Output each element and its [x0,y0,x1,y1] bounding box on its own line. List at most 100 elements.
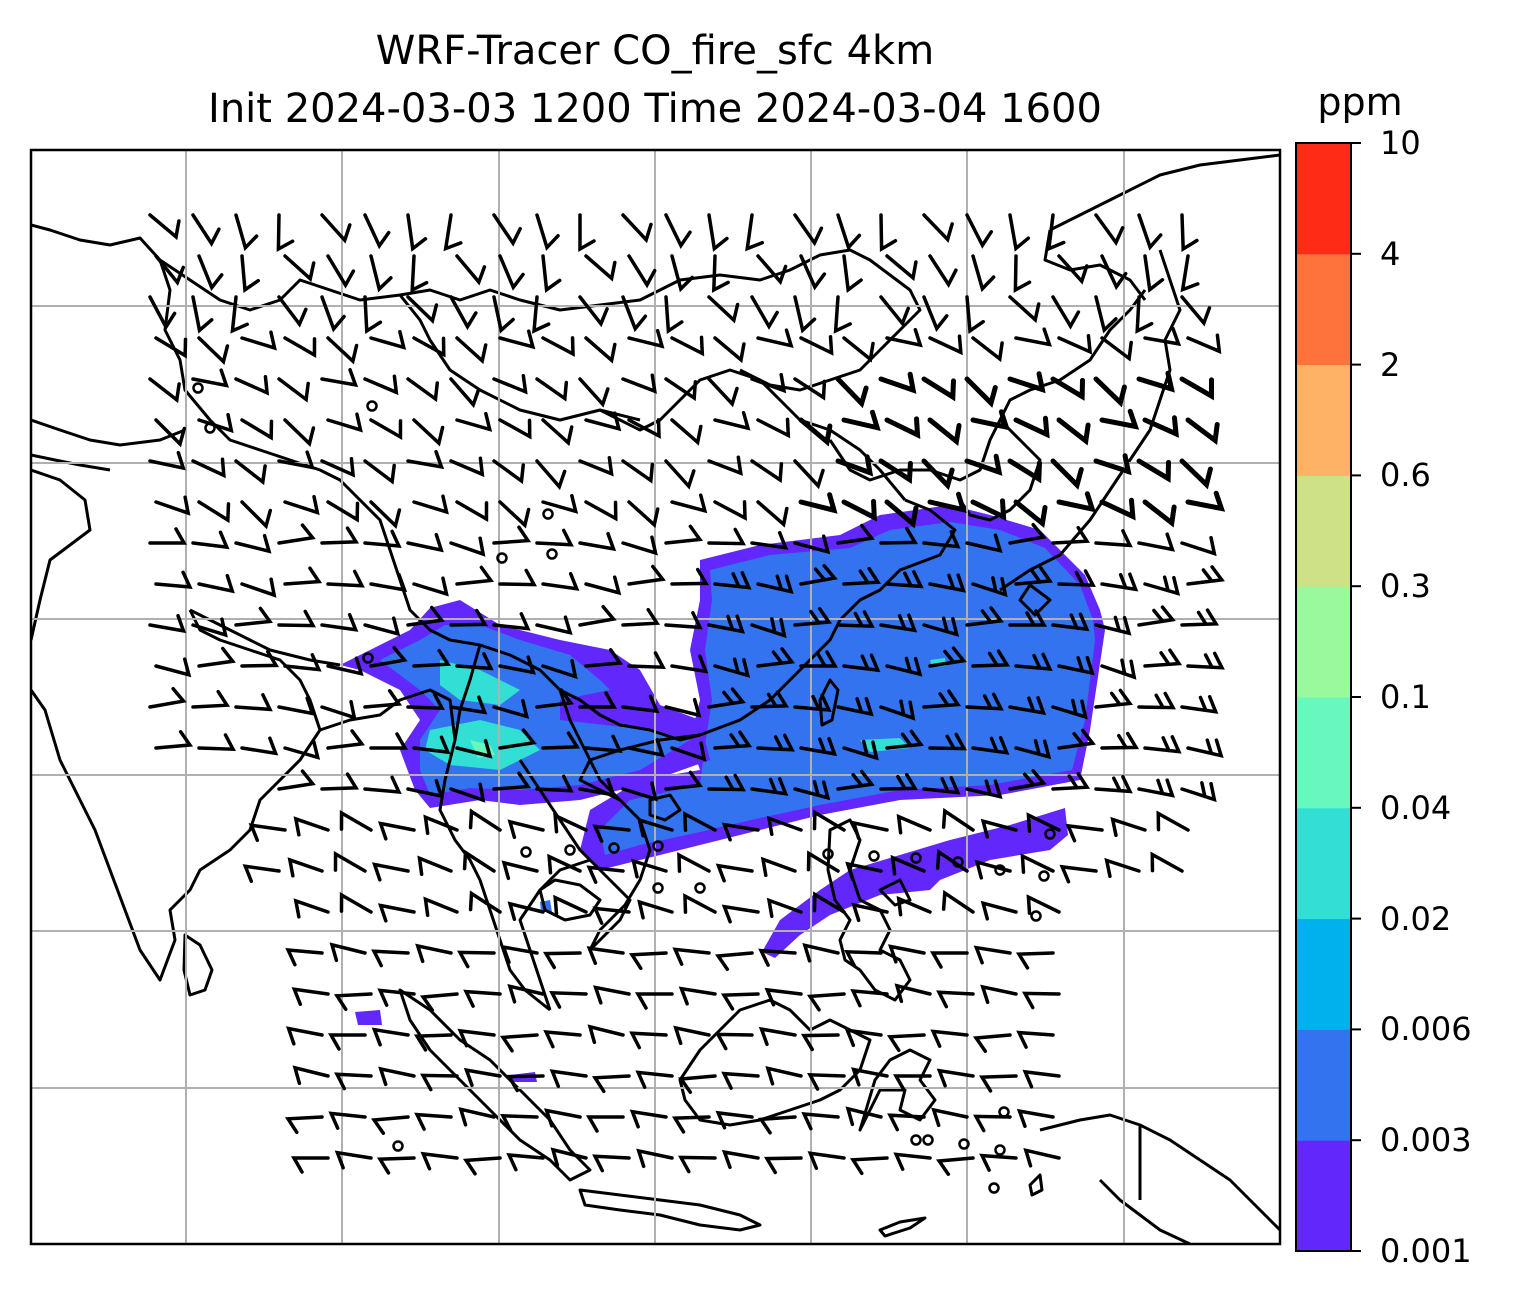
wind-barb [277,609,316,628]
wind-barb [406,449,445,470]
wind-barb [887,1113,926,1132]
calm-marker [922,1134,934,1146]
wind-barb [941,889,975,914]
wind-barb [928,646,967,668]
wind-barb [191,689,231,709]
wind-barb [1022,1069,1061,1089]
wind-barb [420,1151,459,1171]
wind-barb [935,1156,975,1176]
wind-barb [1094,213,1125,246]
wind-barb [197,412,234,434]
wind-barb [793,459,825,490]
wind-barb [328,1111,367,1130]
wind-barb [851,902,889,923]
wind-barb [320,213,352,244]
wind-barb [971,336,1004,363]
wind-barb [230,295,249,334]
wind-barb [1099,497,1136,521]
wind-barb [707,455,743,476]
wind-barb [980,818,1018,839]
wind-barb [535,615,573,636]
wind-barb [921,376,956,402]
wind-barb [1180,781,1217,803]
colorbar-segment [1296,586,1351,698]
wind-barb [292,1065,330,1086]
wind-barb [629,1031,668,1050]
coast-timor [878,1216,927,1238]
wind-barb [412,735,451,755]
wind-barb [721,1149,760,1170]
wind-barb [449,295,478,331]
wind-barb [965,606,1004,627]
wind-barb [922,213,954,243]
wind-barb [886,1033,926,1053]
wind-barb [492,459,526,485]
wind-barb [707,295,740,324]
wind-barb [276,213,295,252]
wind-barb [1143,575,1181,596]
wind-barb [234,533,272,554]
colorbar-segment [1296,475,1351,587]
wind-barb [929,951,969,969]
wind-barb [713,730,753,750]
wind-barb [369,732,409,750]
wind-barb [892,1074,932,1092]
calm-marker [910,1134,922,1146]
wind-barb [928,573,967,593]
calm-marker [192,382,204,394]
wind-barb [1057,254,1089,285]
wind-barb [498,568,537,587]
wind-barb [549,1069,588,1088]
colorbar-tick-label: 0.02 [1380,899,1452,938]
wind-barb [927,491,967,514]
calm-marker [1044,828,1056,840]
wind-barb [283,653,322,672]
plume-south-band [762,808,1068,958]
wind-barb [1186,738,1224,759]
wind-barb [369,572,408,593]
wind-barb [248,823,287,842]
wind-barb [1150,851,1184,873]
wind-barb [578,456,614,477]
wind-barb [320,772,360,791]
wind-barb [1008,213,1031,252]
wind-barb [621,459,655,484]
wind-barb [463,989,502,1008]
wind-barb [277,450,316,470]
wind-barb [798,492,838,514]
wind-barb [670,741,707,762]
colorbar-tick-label: 0.006 [1380,1010,1472,1049]
wind-barb [498,500,531,529]
wind-barb [506,1153,545,1172]
wind-barb [1008,695,1047,716]
wind-barb [670,654,709,674]
wind-barb [500,944,539,965]
wind-barb [455,411,493,432]
wind-barb [541,731,581,750]
wind-barb [371,949,410,968]
wind-barb [1059,864,1098,884]
wind-barb [885,327,923,348]
wind-barb [455,500,489,523]
plume-spot-1 [355,1010,382,1025]
wind-barb [635,1070,674,1089]
wind-barb [587,1024,625,1045]
wind-barb [1046,213,1066,252]
colorbar-segment [1296,918,1351,1030]
wind-barb [621,373,657,394]
wind-barb [670,493,708,514]
wind-barb [326,569,365,588]
wind-barb [670,335,705,357]
wind-barb [369,645,408,668]
wind-barb [420,1073,459,1092]
wind-barb [283,418,316,447]
wind-barb [928,732,967,751]
wind-barb [1142,499,1177,528]
wind-barb [1179,458,1213,490]
coast-new-guinea [1039,1113,1280,1244]
wind-barb [750,690,790,709]
wind-barb [492,612,531,631]
wind-barb [720,992,760,1011]
wind-barb [756,647,795,668]
wind-barb [1020,853,1055,874]
